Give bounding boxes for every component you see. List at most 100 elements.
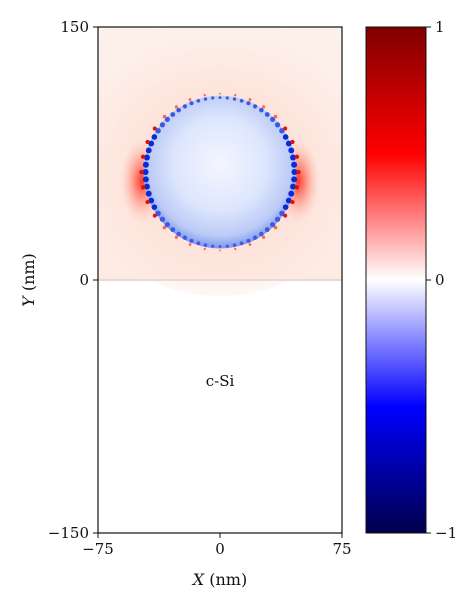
edge-point-outer bbox=[162, 225, 167, 230]
y-tick-label: 0 bbox=[79, 271, 89, 289]
edge-point-inner bbox=[189, 238, 194, 243]
edge-point-outer bbox=[283, 126, 288, 131]
edge-point-inner bbox=[144, 154, 150, 161]
edge-point-inner bbox=[155, 210, 161, 217]
edge-point-outer bbox=[273, 225, 278, 230]
nanoparticle bbox=[143, 95, 297, 249]
edge-point-outer bbox=[140, 185, 146, 190]
colorbar-tick-label: 0 bbox=[435, 271, 445, 289]
edge-point-inner bbox=[176, 231, 181, 237]
edge-point-inner bbox=[239, 98, 244, 103]
edge-point-inner bbox=[211, 96, 215, 100]
edge-point-outer bbox=[294, 185, 300, 190]
edge-point-inner bbox=[290, 154, 296, 161]
edge-point-inner bbox=[232, 243, 237, 247]
edge-point-inner bbox=[144, 183, 150, 190]
edge-point-inner bbox=[145, 147, 152, 154]
substrate-label: c-Si bbox=[206, 372, 235, 390]
edge-point-inner bbox=[259, 107, 264, 113]
y-axis-ticks: 150 0 −150 bbox=[48, 18, 98, 542]
edge-point-inner bbox=[282, 134, 289, 140]
edge-point-inner bbox=[211, 244, 215, 248]
edge-point-inner bbox=[252, 235, 258, 240]
edge-point-inner bbox=[270, 116, 276, 122]
edge-point-outer bbox=[290, 139, 295, 145]
edge-point-inner bbox=[232, 97, 237, 101]
edge-point-outer bbox=[296, 169, 301, 175]
edge-point-inner bbox=[176, 107, 181, 113]
edge-point-inner bbox=[285, 140, 292, 147]
edge-point-outer bbox=[234, 247, 237, 251]
edge-point-inner bbox=[218, 96, 222, 99]
edge-point-inner bbox=[189, 101, 194, 106]
edge-point-inner bbox=[285, 197, 292, 204]
edge-point-outer bbox=[219, 249, 221, 252]
edge-point-outer bbox=[203, 247, 206, 251]
edge-point-outer bbox=[145, 139, 150, 145]
edge-point-inner bbox=[196, 241, 201, 246]
edge-point-inner bbox=[164, 222, 170, 228]
edge-point-outer bbox=[139, 169, 144, 175]
edge-point-inner bbox=[290, 183, 296, 190]
edge-point-inner bbox=[259, 231, 264, 237]
edge-point-outer bbox=[145, 199, 150, 205]
edge-point-outer bbox=[234, 93, 237, 97]
edge-point-inner bbox=[145, 190, 152, 197]
x-axis-label: X (nm) bbox=[191, 570, 247, 589]
edge-point-inner bbox=[182, 235, 188, 240]
edge-point-inner bbox=[288, 147, 295, 154]
colorbar-ticks: 1 0 −1 bbox=[426, 18, 457, 542]
y-tick-label: 150 bbox=[60, 18, 89, 36]
y-axis-label: Y (nm) bbox=[19, 253, 38, 307]
edge-point-inner bbox=[274, 122, 281, 128]
edge-point-inner bbox=[225, 96, 229, 100]
edge-point-outer bbox=[283, 213, 288, 218]
edge-point-inner bbox=[282, 204, 289, 210]
edge-point-inner bbox=[270, 222, 276, 228]
edge-point-inner bbox=[225, 244, 229, 248]
edge-point-inner bbox=[142, 161, 149, 168]
edge-point-inner bbox=[279, 127, 285, 134]
edge-point-inner bbox=[142, 176, 149, 183]
edge-point-inner bbox=[291, 161, 298, 168]
edge-point-inner bbox=[274, 216, 281, 222]
edge-point-inner bbox=[170, 227, 176, 233]
edge-point-inner bbox=[264, 227, 270, 233]
edge-point-inner bbox=[291, 169, 298, 176]
edge-point-inner bbox=[182, 104, 188, 109]
edge-point-outer bbox=[248, 243, 252, 246]
heatmap-plot-area bbox=[98, 27, 342, 533]
edge-point-inner bbox=[164, 116, 170, 122]
x-tick-label: 75 bbox=[332, 540, 351, 558]
edge-point-inner bbox=[159, 122, 166, 128]
edge-point-inner bbox=[279, 210, 285, 217]
edge-point-outer bbox=[188, 98, 192, 101]
edge-point-outer bbox=[188, 243, 192, 246]
colorbar-gradient bbox=[365, 26, 427, 534]
edge-point-inner bbox=[196, 98, 201, 103]
edge-point-outer bbox=[162, 114, 167, 119]
edge-point-inner bbox=[203, 243, 208, 247]
colorbar: 1 0 −1 bbox=[365, 18, 457, 542]
x-tick-label: 0 bbox=[215, 540, 225, 558]
edge-point-outer bbox=[261, 235, 266, 239]
edge-point-outer bbox=[174, 105, 179, 109]
edge-point-inner bbox=[203, 97, 208, 101]
edge-point-inner bbox=[151, 204, 158, 210]
edge-point-inner bbox=[218, 245, 222, 248]
edge-point-inner bbox=[239, 241, 244, 246]
edge-point-inner bbox=[252, 104, 258, 109]
edge-point-outer bbox=[248, 98, 252, 101]
edge-point-inner bbox=[142, 169, 149, 176]
x-tick-label: −75 bbox=[82, 540, 114, 558]
edge-point-outer bbox=[174, 235, 179, 239]
colorbar-tick-label: 1 bbox=[435, 18, 445, 36]
edge-point-outer bbox=[290, 199, 295, 205]
edge-point-outer bbox=[203, 93, 206, 97]
edge-point-inner bbox=[155, 127, 161, 134]
edge-point-inner bbox=[148, 140, 155, 147]
x-axis-ticks: −75 0 75 bbox=[82, 533, 352, 558]
edge-point-inner bbox=[246, 101, 251, 106]
substrate-region bbox=[98, 280, 342, 533]
